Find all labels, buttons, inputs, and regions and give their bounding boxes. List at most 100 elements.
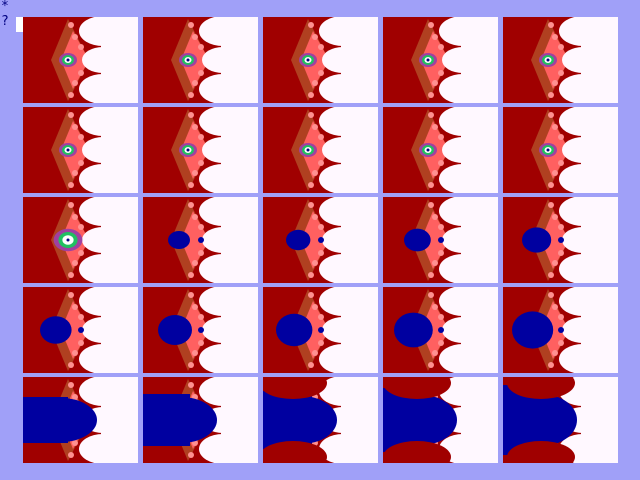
blue-dot bbox=[80, 417, 86, 423]
white-lobe bbox=[562, 317, 604, 343]
white-lobe bbox=[439, 17, 487, 46]
speck bbox=[308, 272, 314, 278]
speck bbox=[68, 182, 74, 188]
console-line: ? bbox=[1, 14, 9, 29]
tile-body bbox=[383, 17, 498, 103]
fractal-tile bbox=[263, 377, 378, 463]
ring-core bbox=[66, 58, 70, 62]
white-lobe bbox=[439, 197, 487, 226]
white-lobe bbox=[439, 377, 487, 406]
white-lobe bbox=[322, 227, 364, 253]
blue-dot bbox=[558, 237, 564, 243]
speck bbox=[72, 304, 78, 310]
speck bbox=[192, 304, 198, 310]
speck bbox=[558, 340, 564, 346]
white-lobe bbox=[319, 287, 367, 316]
tile-body bbox=[503, 377, 618, 463]
speck bbox=[552, 170, 558, 176]
speck bbox=[188, 272, 194, 278]
speck bbox=[72, 350, 78, 356]
white-lobe bbox=[199, 287, 247, 316]
speck bbox=[188, 112, 194, 118]
tile-body bbox=[263, 107, 378, 193]
white-lobe bbox=[82, 47, 124, 73]
tile-body bbox=[263, 17, 378, 103]
speck bbox=[318, 224, 324, 230]
tile-body bbox=[503, 197, 618, 283]
speck bbox=[558, 44, 564, 50]
blue-blob bbox=[265, 396, 337, 444]
white-lobe bbox=[559, 164, 607, 193]
speck bbox=[312, 260, 318, 266]
speck bbox=[552, 350, 558, 356]
speck bbox=[192, 214, 198, 220]
speck bbox=[68, 92, 74, 98]
tile-body bbox=[23, 17, 138, 103]
white-lobe bbox=[319, 74, 367, 103]
speck bbox=[72, 124, 78, 130]
speck bbox=[428, 112, 434, 118]
speck bbox=[548, 22, 554, 28]
speck bbox=[558, 314, 564, 320]
white-lobe bbox=[319, 164, 367, 193]
speck bbox=[188, 22, 194, 28]
speck bbox=[548, 292, 554, 298]
white-lobe bbox=[79, 377, 127, 406]
speck bbox=[72, 394, 78, 400]
white-lobe bbox=[559, 254, 607, 283]
inner-halo bbox=[541, 211, 569, 269]
tile-body bbox=[263, 197, 378, 283]
white-lobe bbox=[322, 317, 364, 343]
ring-core bbox=[306, 58, 310, 62]
speck bbox=[428, 362, 434, 368]
blue-dot bbox=[320, 417, 326, 423]
fractal-tile bbox=[23, 107, 138, 193]
speck bbox=[432, 170, 438, 176]
tile-body bbox=[383, 107, 498, 193]
white-lobe bbox=[322, 137, 364, 163]
speck bbox=[318, 340, 324, 346]
speck bbox=[192, 350, 198, 356]
inner-halo bbox=[61, 301, 89, 359]
speck bbox=[312, 304, 318, 310]
red-lobe bbox=[263, 377, 327, 399]
tile-body bbox=[503, 287, 618, 373]
speck bbox=[308, 22, 314, 28]
white-lobe bbox=[202, 227, 244, 253]
speck bbox=[552, 260, 558, 266]
tile-body bbox=[263, 287, 378, 373]
white-lobe bbox=[199, 254, 247, 283]
red-lobe bbox=[263, 441, 327, 463]
speck bbox=[312, 214, 318, 220]
speck bbox=[68, 382, 74, 388]
blue-blob bbox=[158, 315, 192, 345]
ring-core bbox=[426, 58, 430, 62]
fractal-tile bbox=[263, 197, 378, 283]
tile-body bbox=[23, 287, 138, 373]
fractal-tile bbox=[143, 377, 258, 463]
speck bbox=[308, 202, 314, 208]
speck bbox=[192, 170, 198, 176]
speck bbox=[438, 134, 444, 140]
fractal-tile bbox=[23, 17, 138, 103]
fractal-tile bbox=[23, 377, 138, 463]
fractal-tile bbox=[263, 107, 378, 193]
tile-body bbox=[143, 197, 258, 283]
red-lobe bbox=[507, 441, 575, 463]
white-lobe bbox=[79, 434, 127, 463]
speck bbox=[558, 224, 564, 230]
speck bbox=[68, 292, 74, 298]
speck bbox=[198, 134, 204, 140]
speck bbox=[432, 214, 438, 220]
white-lobe bbox=[439, 287, 487, 316]
white-lobe bbox=[79, 164, 127, 193]
speck bbox=[552, 34, 558, 40]
ring-core bbox=[546, 58, 550, 62]
fractal-tile bbox=[503, 287, 618, 373]
speck bbox=[78, 340, 84, 346]
speck bbox=[308, 112, 314, 118]
speck bbox=[432, 34, 438, 40]
speck bbox=[72, 214, 78, 220]
white-lobe bbox=[559, 107, 607, 136]
speck bbox=[438, 250, 444, 256]
